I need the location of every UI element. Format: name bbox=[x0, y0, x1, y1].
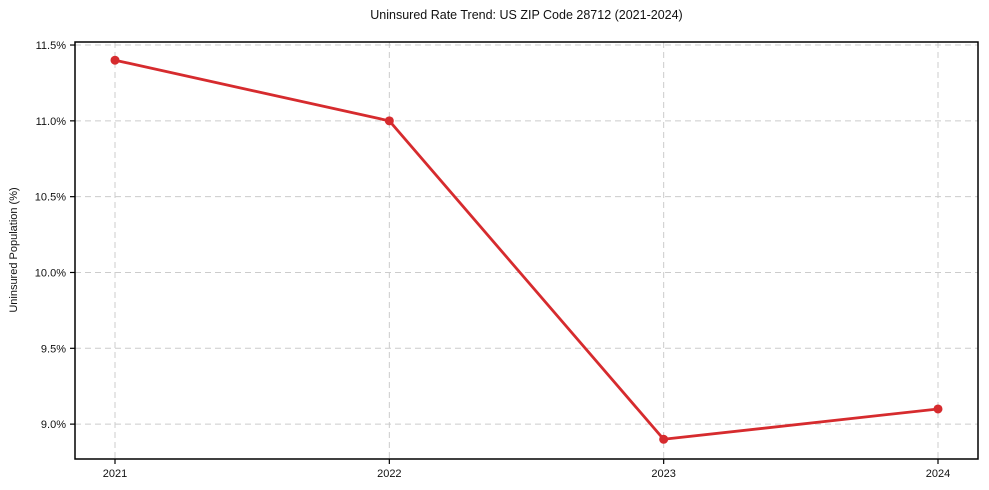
x-tick-label: 2022 bbox=[377, 468, 401, 480]
y-tick-label: 11.5% bbox=[36, 40, 67, 52]
data-point-marker bbox=[659, 434, 669, 444]
y-tick-label: 10.0% bbox=[35, 267, 66, 279]
x-tick-label: 2021 bbox=[103, 468, 127, 480]
data-point-marker bbox=[110, 55, 120, 65]
data-point-marker bbox=[933, 404, 943, 414]
data-point-marker bbox=[384, 116, 394, 126]
chart-title: Uninsured Rate Trend: US ZIP Code 28712 … bbox=[370, 8, 683, 22]
x-tick-label: 2023 bbox=[651, 468, 675, 480]
y-tick-label: 11.0% bbox=[36, 116, 67, 128]
y-tick-label: 9.0% bbox=[41, 419, 66, 431]
y-tick-label: 10.5% bbox=[35, 192, 66, 204]
data-line bbox=[113, 58, 940, 441]
x-tick-label: 2024 bbox=[926, 468, 950, 480]
y-tick-label: 9.5% bbox=[41, 343, 66, 355]
plot-border bbox=[74, 41, 979, 460]
